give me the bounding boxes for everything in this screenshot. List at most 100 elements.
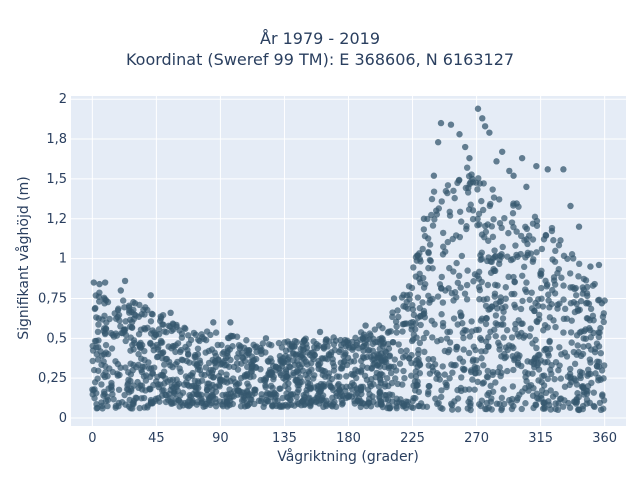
scatter-point bbox=[136, 404, 143, 412]
scatter-point bbox=[514, 394, 521, 402]
scatter-point bbox=[450, 268, 457, 275]
scatter-point bbox=[402, 303, 409, 311]
scatter-point bbox=[431, 216, 438, 223]
scatter-point bbox=[124, 382, 131, 389]
scatter-point bbox=[478, 197, 485, 205]
scatter-point bbox=[549, 286, 556, 294]
scatter-point bbox=[492, 253, 499, 260]
scatter-point bbox=[178, 334, 186, 341]
scatter-point bbox=[203, 400, 211, 407]
scatter-point bbox=[456, 208, 464, 215]
scatter-point bbox=[120, 326, 127, 333]
scatter-point bbox=[489, 186, 496, 193]
scatter-point bbox=[293, 351, 300, 358]
scatter-point bbox=[495, 339, 502, 346]
scatter-point bbox=[457, 313, 465, 320]
scatter-point bbox=[474, 378, 481, 386]
scatter-point bbox=[437, 119, 445, 127]
scatter-point bbox=[405, 283, 413, 290]
scatter-point bbox=[478, 231, 486, 238]
scatter-point bbox=[478, 278, 485, 286]
scatter-point bbox=[168, 383, 176, 390]
scatter-point bbox=[90, 279, 97, 286]
scatter-point bbox=[275, 339, 283, 347]
scatter-point bbox=[331, 346, 339, 354]
scatter-point bbox=[429, 222, 437, 229]
scatter-point bbox=[183, 379, 190, 386]
scatter-point bbox=[489, 233, 497, 241]
scatter-point bbox=[93, 314, 100, 321]
scatter-point bbox=[476, 180, 484, 187]
scatter-point bbox=[202, 349, 209, 356]
scatter-point bbox=[425, 355, 432, 363]
scatter-point bbox=[389, 309, 396, 316]
scatter-point bbox=[485, 237, 492, 244]
scatter-point bbox=[518, 405, 525, 413]
scatter-point bbox=[585, 342, 592, 350]
scatter-point bbox=[287, 391, 295, 398]
x-tick-label: 270 bbox=[464, 431, 489, 446]
scatter-point bbox=[473, 326, 480, 334]
scatter-point bbox=[176, 365, 183, 372]
scatter-point bbox=[584, 292, 591, 300]
scatter-point bbox=[302, 371, 309, 379]
scatter-point bbox=[518, 154, 526, 162]
scatter-point bbox=[334, 382, 342, 389]
scatter-point bbox=[340, 352, 347, 360]
scatter-point bbox=[522, 286, 529, 293]
scatter-point bbox=[364, 364, 371, 371]
scatter-point bbox=[437, 404, 444, 411]
scatter-point bbox=[411, 387, 419, 394]
scatter-point bbox=[441, 347, 449, 355]
scatter-point bbox=[490, 194, 498, 201]
scatter-point bbox=[313, 394, 320, 402]
scatter-point bbox=[580, 335, 587, 342]
scatter-point bbox=[552, 400, 559, 407]
chart-title-line-1: År 1979 - 2019 bbox=[260, 29, 380, 48]
scatter-point bbox=[562, 305, 569, 313]
scatter-point bbox=[344, 392, 351, 399]
scatter-point bbox=[475, 175, 482, 182]
scatter-point bbox=[387, 369, 395, 377]
scatter-point bbox=[341, 358, 348, 365]
scatter-point bbox=[473, 364, 481, 372]
scatter-point bbox=[586, 325, 593, 332]
scatter-point bbox=[444, 328, 451, 336]
scatter-point bbox=[506, 167, 513, 175]
scatter-point bbox=[109, 368, 117, 376]
scatter-point bbox=[471, 271, 479, 278]
scatter-point bbox=[333, 373, 341, 380]
scatter-point bbox=[425, 362, 432, 369]
scatter-point bbox=[570, 255, 577, 262]
scatter-point bbox=[420, 226, 428, 233]
scatter-point bbox=[559, 403, 567, 410]
scatter-point bbox=[294, 399, 301, 406]
scatter-point bbox=[264, 398, 271, 405]
scatter-point bbox=[526, 332, 533, 340]
scatter-point bbox=[552, 247, 559, 255]
scatter-point bbox=[533, 249, 540, 256]
scatter-point bbox=[433, 207, 440, 214]
scatter-point bbox=[101, 295, 108, 303]
scatter-point bbox=[101, 373, 109, 381]
scatter-point bbox=[369, 340, 377, 348]
scatter-point bbox=[560, 166, 567, 173]
scatter-point bbox=[108, 382, 115, 389]
scatter-point bbox=[174, 358, 181, 366]
x-tick-label: 360 bbox=[592, 431, 617, 446]
scatter-point bbox=[574, 406, 582, 413]
scatter-point bbox=[485, 254, 492, 261]
scatter-point bbox=[154, 346, 161, 353]
scatter-point bbox=[376, 335, 383, 343]
scatter-point bbox=[308, 366, 315, 373]
scatter-point bbox=[221, 398, 228, 405]
scatter-point bbox=[122, 364, 129, 371]
scatter-point bbox=[358, 390, 365, 398]
scatter-point bbox=[484, 391, 491, 399]
scatter-point bbox=[544, 324, 551, 331]
scatter-point bbox=[490, 265, 497, 273]
scatter-point bbox=[408, 372, 415, 379]
scatter-point bbox=[401, 374, 408, 382]
scatter-point bbox=[159, 321, 166, 328]
scatter-point bbox=[471, 386, 478, 393]
